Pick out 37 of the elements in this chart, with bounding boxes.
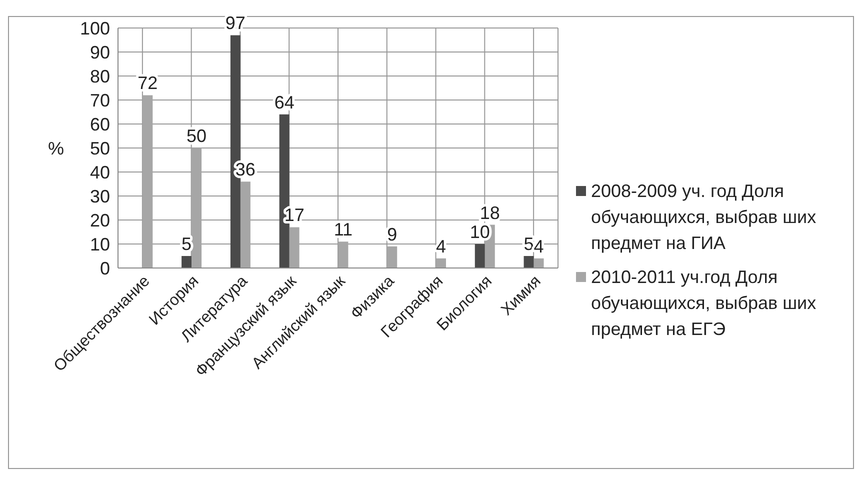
bar (436, 258, 446, 268)
data-label: 50 (186, 126, 207, 146)
bar (338, 242, 348, 268)
data-label: 72 (138, 73, 158, 94)
y-tick-label: 30 (90, 186, 110, 206)
bar (474, 244, 485, 268)
y-tick-label: 0 (100, 258, 110, 278)
bar (142, 95, 153, 268)
y-tick-label: 80 (90, 66, 110, 86)
bar (387, 246, 398, 268)
y-tick-label: 90 (90, 42, 110, 62)
data-label: 9 (387, 224, 398, 244)
y-tick-label: 60 (90, 114, 110, 134)
legend-label: 2008-2009 уч. год Доля обучающихся, выбрав ших предмет на ГИА (591, 180, 818, 255)
y-tick-label: 40 (90, 162, 110, 182)
bar (182, 256, 192, 268)
bar (192, 148, 202, 268)
y-axis-title: % (48, 138, 64, 158)
y-tick-label: 50 (90, 138, 110, 158)
data-label: 64 (274, 92, 294, 112)
data-label: 11 (334, 220, 353, 240)
y-tick-label: 100 (80, 18, 110, 38)
y-tick-label: 20 (90, 210, 110, 230)
bar (240, 182, 250, 268)
y-tick-label: 70 (90, 90, 110, 110)
data-label: 18 (480, 202, 500, 223)
data-label: 5 (524, 234, 534, 254)
data-label: 97 (225, 13, 246, 34)
legend-label: 2010-2011 уч.год Доля обучающихся, выбрав ших предмет на ЕГЭ (591, 266, 818, 341)
data-label: 10 (470, 222, 490, 242)
data-label: 4 (534, 236, 544, 256)
bar (524, 256, 534, 268)
bar (534, 258, 544, 268)
y-tick-label: 10 (90, 234, 110, 254)
data-label: 5 (182, 234, 192, 254)
data-label: 4 (436, 236, 446, 256)
bar (289, 227, 300, 268)
